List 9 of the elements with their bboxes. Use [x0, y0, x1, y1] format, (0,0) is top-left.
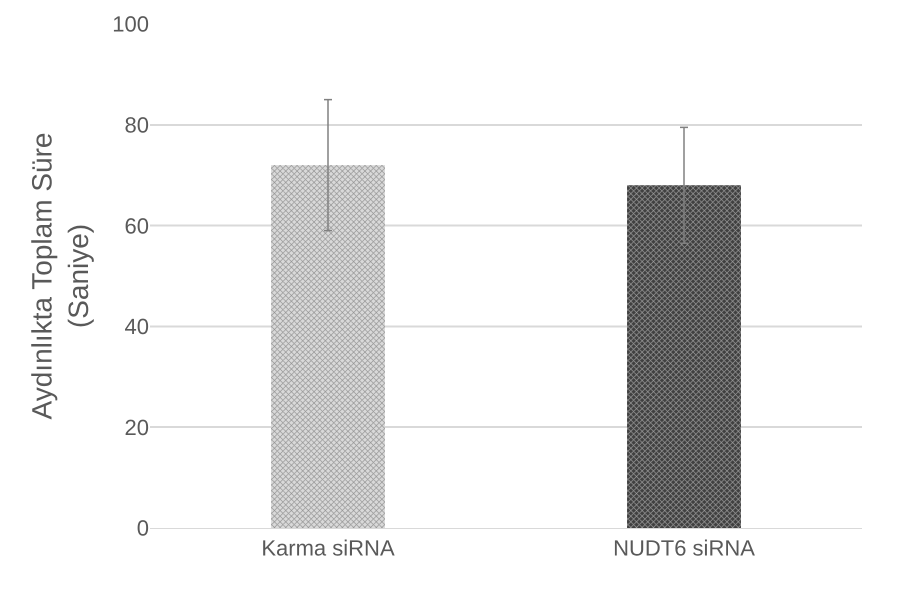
y-axis-title: Aydınlıkta Toplam Süre (Saniye): [26, 132, 94, 420]
y-tick-label: 60: [124, 213, 149, 238]
x-tick-label: NUDT6 siRNA: [613, 535, 756, 560]
y-tick-label: 0: [136, 516, 149, 541]
x-tick-label: Karma siRNA: [261, 535, 395, 560]
y-tick-label: 80: [124, 112, 149, 138]
y-tick-label: 20: [124, 414, 149, 440]
y-tick-label: 40: [124, 314, 149, 340]
y-tick-label: 100: [112, 12, 149, 37]
